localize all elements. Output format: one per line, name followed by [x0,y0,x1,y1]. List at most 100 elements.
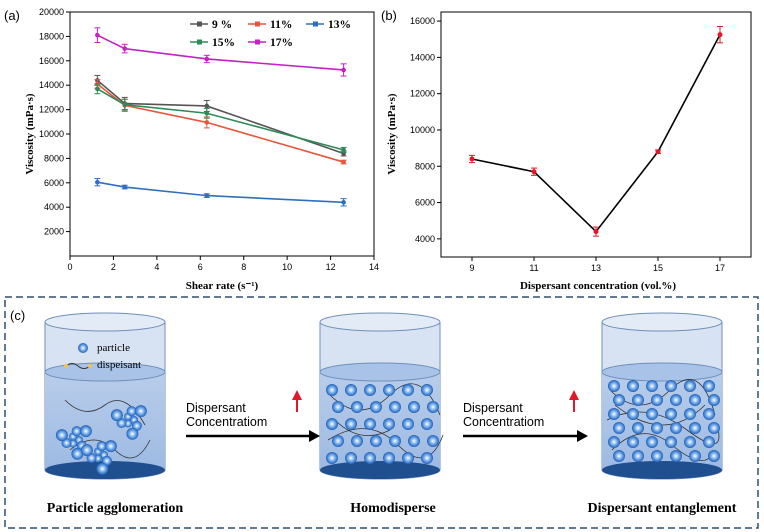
data-point [531,169,537,175]
data-point [341,200,346,205]
dispersant-label: dispeisant [97,359,141,371]
particle [703,408,715,420]
caption-agglomeration: Particle agglomeration [47,501,184,516]
y-tick-label: 6000 [44,178,64,188]
legend-marker [197,39,202,45]
dispersant-dot-icon [87,363,93,369]
series-a [94,27,347,207]
cylinder-top [44,312,166,332]
panel-label-b: (b) [381,8,397,23]
y-tick-label: 4000 [44,202,64,212]
legend-label: 9 % [212,19,232,31]
arrow2-head [577,430,588,442]
data-point [717,32,723,38]
data-point [204,110,210,116]
particle [646,408,658,420]
y-tick-label: 20000 [39,7,64,17]
particle [326,452,338,464]
particle [332,435,344,447]
particle [608,380,620,392]
data-point [204,56,210,62]
data-point [341,147,346,153]
x-tick-label: 4 [154,262,159,272]
particle [646,380,658,392]
particle [326,384,338,396]
particle [651,450,663,462]
arrow1-up-icon [292,390,302,400]
particle [665,436,677,448]
particle [383,384,395,396]
particle [665,408,677,420]
legend-label: 15% [212,37,235,49]
y-tick-label: 12000 [410,89,435,99]
particle [627,380,639,392]
particle [665,380,677,392]
particle [703,380,715,392]
particle [627,408,639,420]
legend-label: 11% [270,19,292,31]
x-tick-label: 2 [111,262,116,272]
cylinder-agglomeration [44,312,166,480]
arrow2-text-line2: Concentratiom [463,415,544,429]
chart-b: (b) 9 11 13 15 17 4000 6000 8000 10000 12000 1400… [381,8,752,292]
particle [670,422,682,434]
particle [632,394,644,406]
cylinder-top [601,312,723,332]
y-ticks-b: 4000 6000 8000 10000 12000 14000 16000 [410,16,441,244]
arrow1-text-line1: Dispersant [186,401,246,415]
chart-a: (a) 0 2 4 6 8 10 12 14 2000 4000 6000 8000 10000 120… [4,7,379,292]
particle [364,452,376,464]
particle [104,440,117,453]
particle [383,452,395,464]
legend-marker [313,21,318,27]
cylinder-base [320,461,440,479]
particle [421,418,433,430]
y-tick-label: 14000 [39,80,64,90]
particle [370,401,382,413]
panel-label-a: (a) [4,8,20,23]
plot-frame-a [69,11,375,257]
y-axis-label-b: Viscosity (mPa·s) [386,93,398,174]
y-tick-label: 12000 [39,105,64,115]
particle [708,422,720,434]
particle [646,436,658,448]
y-axis-label-a: Viscosity (mPa·s) [24,93,36,174]
x-tick-label: 15 [653,263,663,273]
data-point [122,102,128,108]
x-axis-label-b: Dispersant concentration (vol.%) [520,280,676,292]
particle [126,427,139,440]
particle [383,418,395,430]
data-point [655,149,661,155]
particle [684,436,696,448]
data-point [204,103,210,109]
particle [613,450,625,462]
arrow2-text-line1: Dispersant [463,401,523,415]
x-tick-label: 10 [282,262,292,272]
particle [71,426,82,437]
series-b [469,26,723,237]
particle [326,418,338,430]
dispersant-legend-icon [65,363,91,369]
legend-marker [255,21,260,27]
diagram-border [4,296,759,529]
particle [632,422,644,434]
particle [421,384,433,396]
series-line [96,88,344,151]
particle [632,450,644,462]
data-point [204,120,210,125]
y-tick-label: 4000 [415,234,435,244]
particle [96,462,109,475]
cylinder-entanglement [601,312,723,480]
data-point [122,46,128,51]
legend-a: 9 % 11% 13% 15% 17% [190,19,351,49]
data-point [469,156,475,162]
particle [613,394,625,406]
liquid-surface [44,362,166,382]
dispersant-strand [334,419,391,436]
y-tick-label: 8000 [415,161,435,171]
series-line [97,34,344,71]
x-tick-label: 13 [591,263,601,273]
series-line [96,83,344,163]
particle [708,394,720,406]
particle [364,418,376,430]
